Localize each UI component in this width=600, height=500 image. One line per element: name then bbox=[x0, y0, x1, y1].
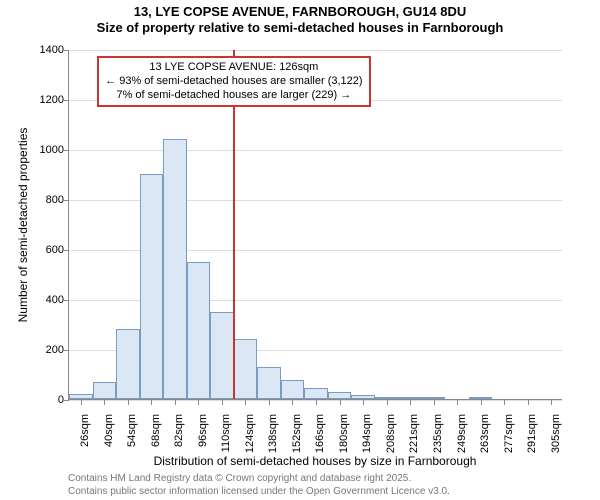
histogram-bar bbox=[69, 394, 93, 399]
x-tick bbox=[481, 400, 482, 405]
x-tick-label: 180sqm bbox=[338, 414, 350, 453]
x-tick bbox=[198, 400, 199, 405]
histogram-bar bbox=[398, 397, 422, 399]
x-tick-label: 152sqm bbox=[291, 414, 303, 453]
gridline bbox=[69, 50, 562, 51]
histogram-bar bbox=[422, 397, 446, 399]
histogram-bar bbox=[163, 139, 187, 399]
histogram-bar bbox=[116, 329, 140, 399]
histogram-bar bbox=[140, 174, 164, 399]
credits: Contains HM Land Registry data © Crown c… bbox=[68, 473, 450, 498]
histogram-bar bbox=[187, 262, 211, 400]
y-tick bbox=[64, 400, 69, 401]
y-tick bbox=[64, 350, 69, 351]
callout-box: 13 LYE COPSE AVENUE: 126sqm← 93% of semi… bbox=[97, 56, 370, 107]
x-tick-label: 110sqm bbox=[220, 414, 232, 452]
x-tick bbox=[551, 400, 552, 405]
x-tick bbox=[269, 400, 270, 405]
figure-wrap: 13, LYE COPSE AVENUE, FARNBOROUGH, GU14 … bbox=[0, 0, 600, 500]
y-tick-label: 1400 bbox=[27, 44, 64, 56]
histogram-bar bbox=[351, 395, 375, 400]
histogram-bar bbox=[281, 380, 305, 399]
y-tick bbox=[64, 300, 69, 301]
x-tick bbox=[175, 400, 176, 405]
callout-line3: 7% of semi-detached houses are larger (2… bbox=[105, 89, 362, 103]
histogram-bar bbox=[257, 367, 281, 400]
plot-container: 020040060080010001200140026sqm40sqm54sqm… bbox=[68, 50, 562, 400]
x-tick bbox=[151, 400, 152, 405]
y-tick-label: 400 bbox=[27, 294, 64, 306]
x-tick bbox=[222, 400, 223, 405]
page-title-line2: Size of property relative to semi-detach… bbox=[0, 20, 600, 36]
x-tick bbox=[104, 400, 105, 405]
page-title-line1: 13, LYE COPSE AVENUE, FARNBOROUGH, GU14 … bbox=[0, 4, 600, 20]
x-tick bbox=[128, 400, 129, 405]
y-tick-label: 0 bbox=[27, 394, 64, 406]
x-tick-label: 68sqm bbox=[150, 414, 162, 447]
y-tick-label: 1200 bbox=[27, 94, 64, 106]
x-tick bbox=[316, 400, 317, 405]
x-tick bbox=[387, 400, 388, 405]
x-tick-label: 54sqm bbox=[126, 414, 138, 447]
x-tick-label: 263sqm bbox=[479, 414, 491, 453]
histogram-bar bbox=[234, 339, 258, 399]
y-tick-label: 800 bbox=[27, 194, 64, 206]
x-tick bbox=[81, 400, 82, 405]
callout-line2: ← 93% of semi-detached houses are smalle… bbox=[105, 75, 362, 89]
x-tick-label: 291sqm bbox=[526, 414, 538, 453]
x-tick-label: 124sqm bbox=[244, 414, 256, 453]
x-tick-label: 221sqm bbox=[408, 414, 420, 453]
title-block: 13, LYE COPSE AVENUE, FARNBOROUGH, GU14 … bbox=[0, 0, 600, 37]
y-tick-label: 200 bbox=[27, 344, 64, 356]
x-tick bbox=[457, 400, 458, 405]
x-tick bbox=[410, 400, 411, 405]
y-tick bbox=[64, 250, 69, 251]
credits-line1: Contains HM Land Registry data © Crown c… bbox=[68, 473, 450, 486]
x-tick-label: 40sqm bbox=[103, 414, 115, 447]
x-tick-label: 96sqm bbox=[197, 414, 209, 447]
credits-line2: Contains public sector information licen… bbox=[68, 486, 450, 499]
histogram-bar bbox=[210, 312, 234, 400]
x-tick-label: 194sqm bbox=[361, 414, 373, 453]
x-tick-label: 277sqm bbox=[503, 414, 515, 453]
x-tick bbox=[340, 400, 341, 405]
x-axis-label: Distribution of semi-detached houses by … bbox=[68, 454, 562, 468]
x-tick bbox=[504, 400, 505, 405]
x-tick-label: 82sqm bbox=[173, 414, 185, 447]
x-tick bbox=[434, 400, 435, 405]
histogram-bar bbox=[304, 388, 328, 399]
gridline bbox=[69, 150, 562, 151]
x-tick bbox=[292, 400, 293, 405]
x-tick-label: 235sqm bbox=[432, 414, 444, 453]
plot-area: 020040060080010001200140026sqm40sqm54sqm… bbox=[68, 50, 562, 400]
x-tick-label: 305sqm bbox=[550, 414, 562, 453]
histogram-bar bbox=[469, 397, 493, 399]
x-tick bbox=[528, 400, 529, 405]
callout-line1: 13 LYE COPSE AVENUE: 126sqm bbox=[105, 61, 362, 75]
x-tick-label: 166sqm bbox=[314, 414, 326, 453]
y-tick bbox=[64, 200, 69, 201]
histogram-bar bbox=[93, 382, 117, 400]
x-tick bbox=[245, 400, 246, 405]
x-tick bbox=[363, 400, 364, 405]
x-tick-label: 208sqm bbox=[385, 414, 397, 453]
y-axis-label: Number of semi-detached properties bbox=[16, 115, 30, 335]
x-tick-label: 138sqm bbox=[267, 414, 279, 453]
x-tick-label: 249sqm bbox=[456, 414, 468, 453]
y-tick bbox=[64, 100, 69, 101]
y-tick bbox=[64, 150, 69, 151]
y-tick-label: 600 bbox=[27, 244, 64, 256]
histogram-bar bbox=[375, 397, 399, 400]
y-tick bbox=[64, 50, 69, 51]
histogram-bar bbox=[328, 392, 352, 400]
y-tick-label: 1000 bbox=[27, 144, 64, 156]
x-tick-label: 26sqm bbox=[79, 414, 91, 447]
